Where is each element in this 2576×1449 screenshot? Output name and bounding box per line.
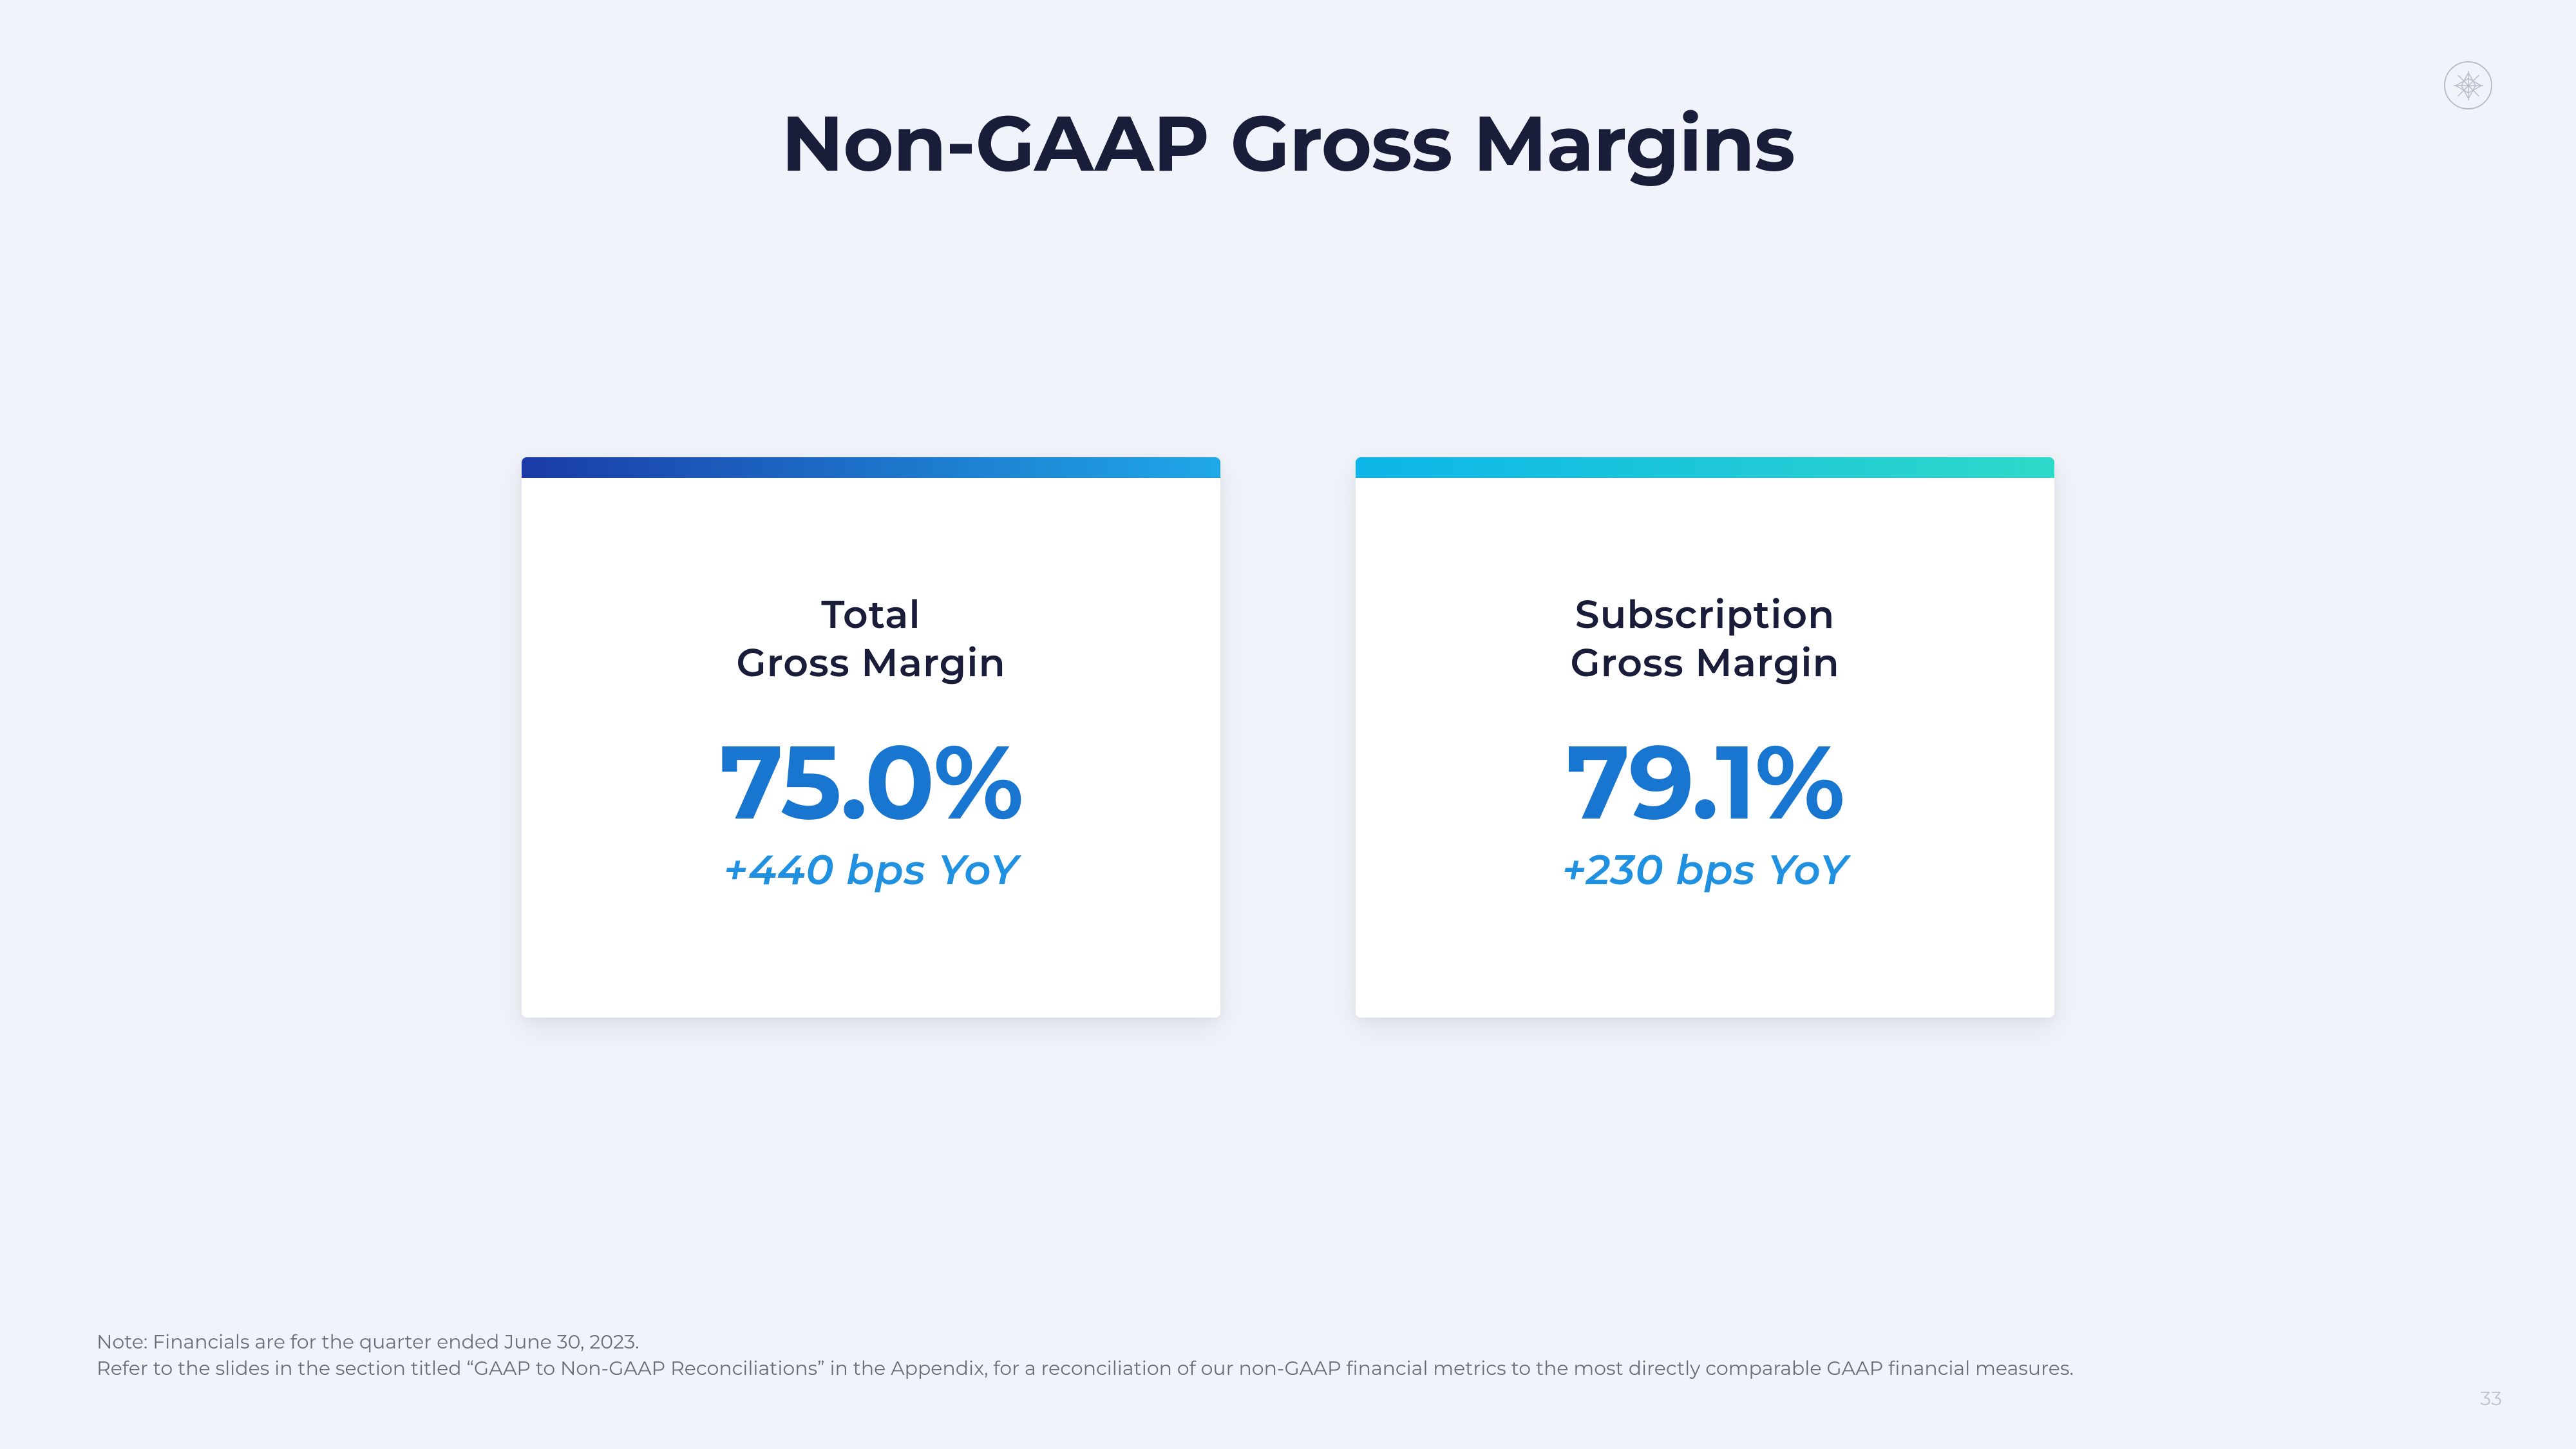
footnotes: Note: Financials are for the quarter end… <box>97 1329 2479 1381</box>
card-subtitle: +440 bps YoY <box>723 845 1019 895</box>
card-accent-bar <box>1356 457 2054 478</box>
card-value: 75.0% <box>719 719 1022 845</box>
compass-logo-icon <box>2444 61 2492 109</box>
subscription-gross-margin-card: Subscription Gross Margin 79.1% +230 bps… <box>1356 457 2054 1018</box>
card-label: Subscription Gross Margin <box>1570 591 1839 687</box>
card-label-line1: Total <box>821 591 921 638</box>
footnote-line-1: Note: Financials are for the quarter end… <box>97 1329 2479 1356</box>
card-label-line2: Gross Margin <box>1570 639 1839 687</box>
footnote-line-2: Refer to the slides in the section title… <box>97 1356 2479 1382</box>
card-label: Total Gross Margin <box>736 591 1005 687</box>
card-label-line1: Subscription <box>1575 591 1835 638</box>
page-title: Non-GAAP Gross Margins <box>781 97 1794 191</box>
card-label-line2: Gross Margin <box>736 639 1005 687</box>
card-accent-bar <box>522 457 1220 478</box>
total-gross-margin-card: Total Gross Margin 75.0% +440 bps YoY <box>522 457 1220 1018</box>
cards-container: Total Gross Margin 75.0% +440 bps YoY Su… <box>522 457 2054 1018</box>
card-value: 79.1% <box>1566 719 1844 845</box>
page-number: 33 <box>2480 1387 2502 1410</box>
card-subtitle: +230 bps YoY <box>1562 845 1848 895</box>
